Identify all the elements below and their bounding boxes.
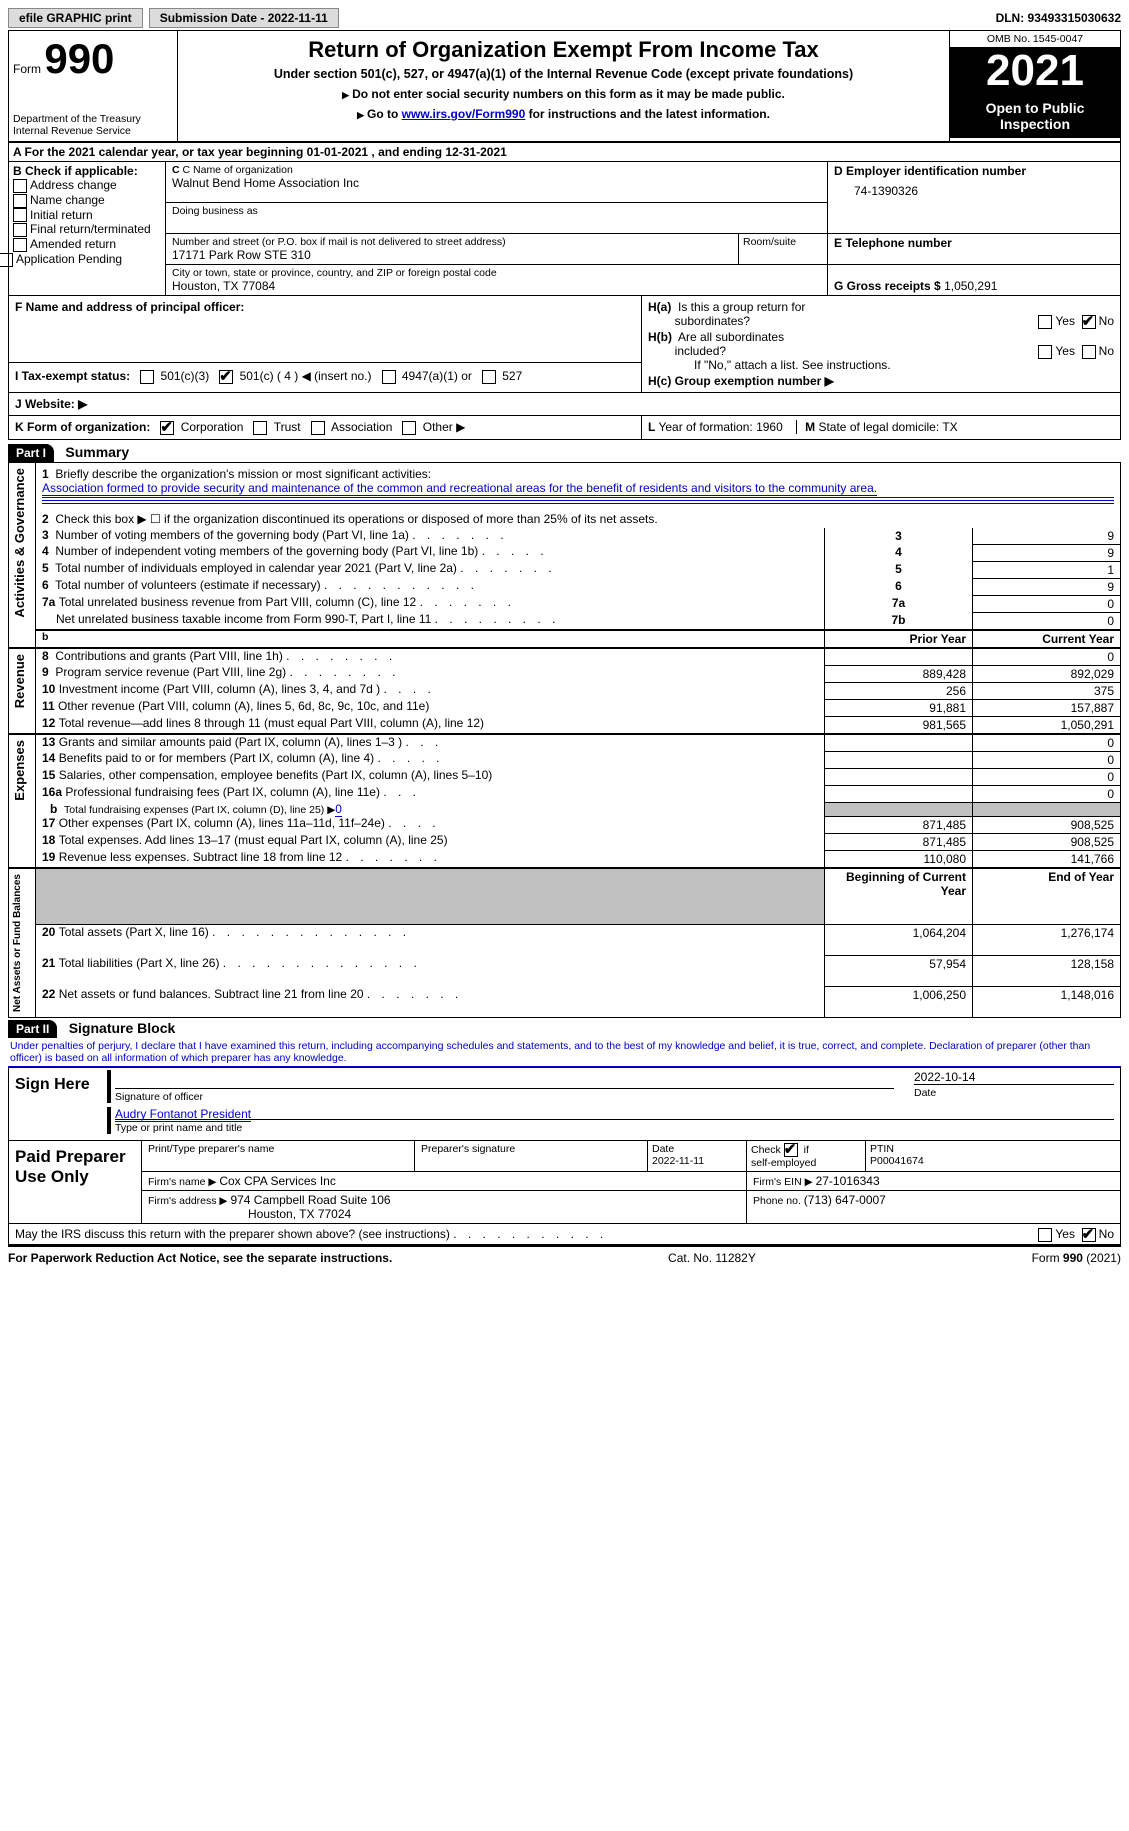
cb-address-change[interactable]: Address change bbox=[13, 178, 161, 193]
goto-suffix: for instructions and the latest informat… bbox=[525, 107, 770, 121]
sign-here: Sign Here bbox=[9, 1067, 102, 1140]
side-net: Net Assets or Fund Balances bbox=[10, 870, 25, 1016]
line-a: A For the 2021 calendar year, or tax yea… bbox=[8, 143, 1121, 162]
open-public: Open to Public Inspection bbox=[950, 94, 1120, 138]
footer: For Paperwork Reduction Act Notice, see … bbox=[8, 1247, 1121, 1265]
mission-text: Association formed to provide security a… bbox=[42, 481, 877, 496]
m-label: M State of legal domicile: bbox=[805, 420, 942, 434]
g-gross: G Gross receipts $ 1,050,291 bbox=[834, 279, 1114, 293]
cb-self-employed[interactable] bbox=[784, 1143, 798, 1157]
d-label: D Employer identification number bbox=[834, 164, 1114, 178]
l-label: L Year of formation: bbox=[648, 420, 756, 434]
penalty-text: Under penalties of perjury, I declare th… bbox=[8, 1038, 1121, 1067]
name-title-label: Type or print name and title bbox=[115, 1122, 242, 1134]
cb-application-pending[interactable]: Application Pending bbox=[0, 252, 161, 267]
city-label: City or town, state or province, country… bbox=[172, 267, 821, 279]
gov-row: 4 Number of independent voting members o… bbox=[9, 544, 1121, 561]
cb-corp[interactable] bbox=[160, 421, 174, 435]
c-name-label: C C Name of organization bbox=[172, 164, 821, 176]
discuss-yes[interactable] bbox=[1038, 1228, 1052, 1242]
subtitle: Under section 501(c), 527, or 4947(a)(1)… bbox=[184, 67, 943, 81]
hb-yes[interactable] bbox=[1038, 345, 1052, 359]
sig-date: 2022-10-14 bbox=[914, 1070, 975, 1084]
city-value: Houston, TX 77084 bbox=[172, 279, 821, 293]
section-b-title: B Check if applicable: bbox=[13, 164, 161, 178]
line1-label: Briefly describe the organization's miss… bbox=[55, 467, 431, 481]
room-label: Room/suite bbox=[739, 234, 828, 265]
org-name: Walnut Bend Home Association Inc bbox=[172, 176, 821, 190]
cb-other[interactable] bbox=[402, 421, 416, 435]
hc-line: H(c) Group exemption number ▶ bbox=[648, 374, 1114, 388]
line2: Check this box ▶ ☐ if the organization d… bbox=[55, 512, 657, 526]
p-name-label: Print/Type preparer's name bbox=[142, 1141, 415, 1172]
dln-label: DLN: 93493315030632 bbox=[996, 11, 1121, 25]
cb-assoc[interactable] bbox=[311, 421, 325, 435]
header-block: Form 990 Department of the Treasury Inte… bbox=[8, 30, 1121, 143]
topbar: efile GRAPHIC print Submission Date - 20… bbox=[8, 8, 1121, 28]
efile-print-btn[interactable]: efile GRAPHIC print bbox=[8, 8, 143, 28]
part2-tab: Part II bbox=[8, 1020, 57, 1038]
ha-yes[interactable] bbox=[1038, 315, 1052, 329]
p-sig-label: Preparer's signature bbox=[415, 1141, 648, 1172]
part1-name: Summary bbox=[65, 444, 129, 460]
sig-officer-label: Signature of officer bbox=[115, 1091, 203, 1103]
discuss-line: May the IRS discuss this return with the… bbox=[8, 1224, 1121, 1245]
part1-tab: Part I bbox=[8, 444, 54, 462]
dept-label: Department of the Treasury bbox=[13, 113, 173, 125]
cb-trust[interactable] bbox=[253, 421, 267, 435]
cb-final-return[interactable]: Final return/terminated bbox=[13, 222, 161, 237]
cb-amended-return[interactable]: Amended return bbox=[13, 237, 161, 252]
discuss-no[interactable] bbox=[1082, 1228, 1096, 1242]
irs-label: Internal Revenue Service bbox=[13, 125, 173, 137]
preparer-block: Paid Preparer Use Only Print/Type prepar… bbox=[8, 1141, 1121, 1224]
ein-value: 74-1390326 bbox=[854, 184, 1114, 198]
date-label: Date bbox=[914, 1087, 936, 1099]
submission-date-btn[interactable]: Submission Date - 2022-11-11 bbox=[149, 8, 339, 28]
street-label: Number and street (or P.O. box if mail i… bbox=[172, 236, 732, 248]
gov-row: 7a Total unrelated business revenue from… bbox=[9, 595, 1121, 612]
gov-row: Net unrelated business taxable income fr… bbox=[9, 612, 1121, 630]
identity-block: B Check if applicable: Address change Na… bbox=[8, 162, 1121, 295]
cb-501c[interactable] bbox=[219, 370, 233, 384]
k-label: K Form of organization: bbox=[15, 420, 150, 434]
cb-name-change[interactable]: Name change bbox=[13, 193, 161, 208]
tax-year: 2021 bbox=[950, 48, 1120, 94]
side-rev: Revenue bbox=[10, 650, 29, 712]
street-value: 17171 Park Row STE 310 bbox=[172, 248, 732, 262]
fhi-block: F Name and address of principal officer:… bbox=[8, 295, 1121, 440]
hb-no[interactable] bbox=[1082, 345, 1096, 359]
e-label: E Telephone number bbox=[834, 236, 1114, 250]
ssn-warning: Do not enter social security numbers on … bbox=[352, 87, 785, 101]
gov-row: 6 Total number of volunteers (estimate i… bbox=[9, 578, 1121, 595]
sign-block: Sign Here Signature of officer 2022-10-1… bbox=[8, 1067, 1121, 1141]
goto-prefix: Go to bbox=[367, 107, 402, 121]
ha-line: H(a) Is this a group return for subordin… bbox=[648, 300, 1114, 328]
part2-name: Signature Block bbox=[69, 1020, 176, 1036]
cb-4947[interactable] bbox=[382, 370, 396, 384]
i-label: I Tax-exempt status: bbox=[15, 369, 130, 383]
form-word: Form bbox=[13, 62, 41, 76]
gov-row: 3 Number of voting members of the govern… bbox=[9, 528, 1121, 545]
hb-line: H(b) Are all subordinates included? Yes … bbox=[648, 330, 1114, 358]
cb-527[interactable] bbox=[482, 370, 496, 384]
ha-no[interactable] bbox=[1082, 315, 1096, 329]
form-number: 990 bbox=[44, 35, 114, 82]
f-label: F Name and address of principal officer: bbox=[15, 300, 635, 314]
side-exp: Expenses bbox=[10, 736, 29, 805]
return-title: Return of Organization Exempt From Incom… bbox=[184, 37, 943, 63]
part1-table: Activities & Governance 1 Briefly descri… bbox=[8, 462, 1121, 1018]
side-gov: Activities & Governance bbox=[10, 464, 29, 622]
gov-row: 5 Total number of individuals employed i… bbox=[9, 561, 1121, 578]
hb-note: If "No," attach a list. See instructions… bbox=[694, 358, 1114, 372]
goto-link[interactable]: www.irs.gov/Form990 bbox=[402, 107, 526, 121]
cb-501c3[interactable] bbox=[140, 370, 154, 384]
paid-preparer: Paid Preparer Use Only bbox=[9, 1141, 142, 1224]
officer-name: Audry Fontanot President bbox=[115, 1107, 251, 1122]
j-label: J Website: ▶ bbox=[15, 397, 87, 411]
cb-initial-return[interactable]: Initial return bbox=[13, 208, 161, 223]
dba-label: Doing business as bbox=[172, 205, 821, 217]
